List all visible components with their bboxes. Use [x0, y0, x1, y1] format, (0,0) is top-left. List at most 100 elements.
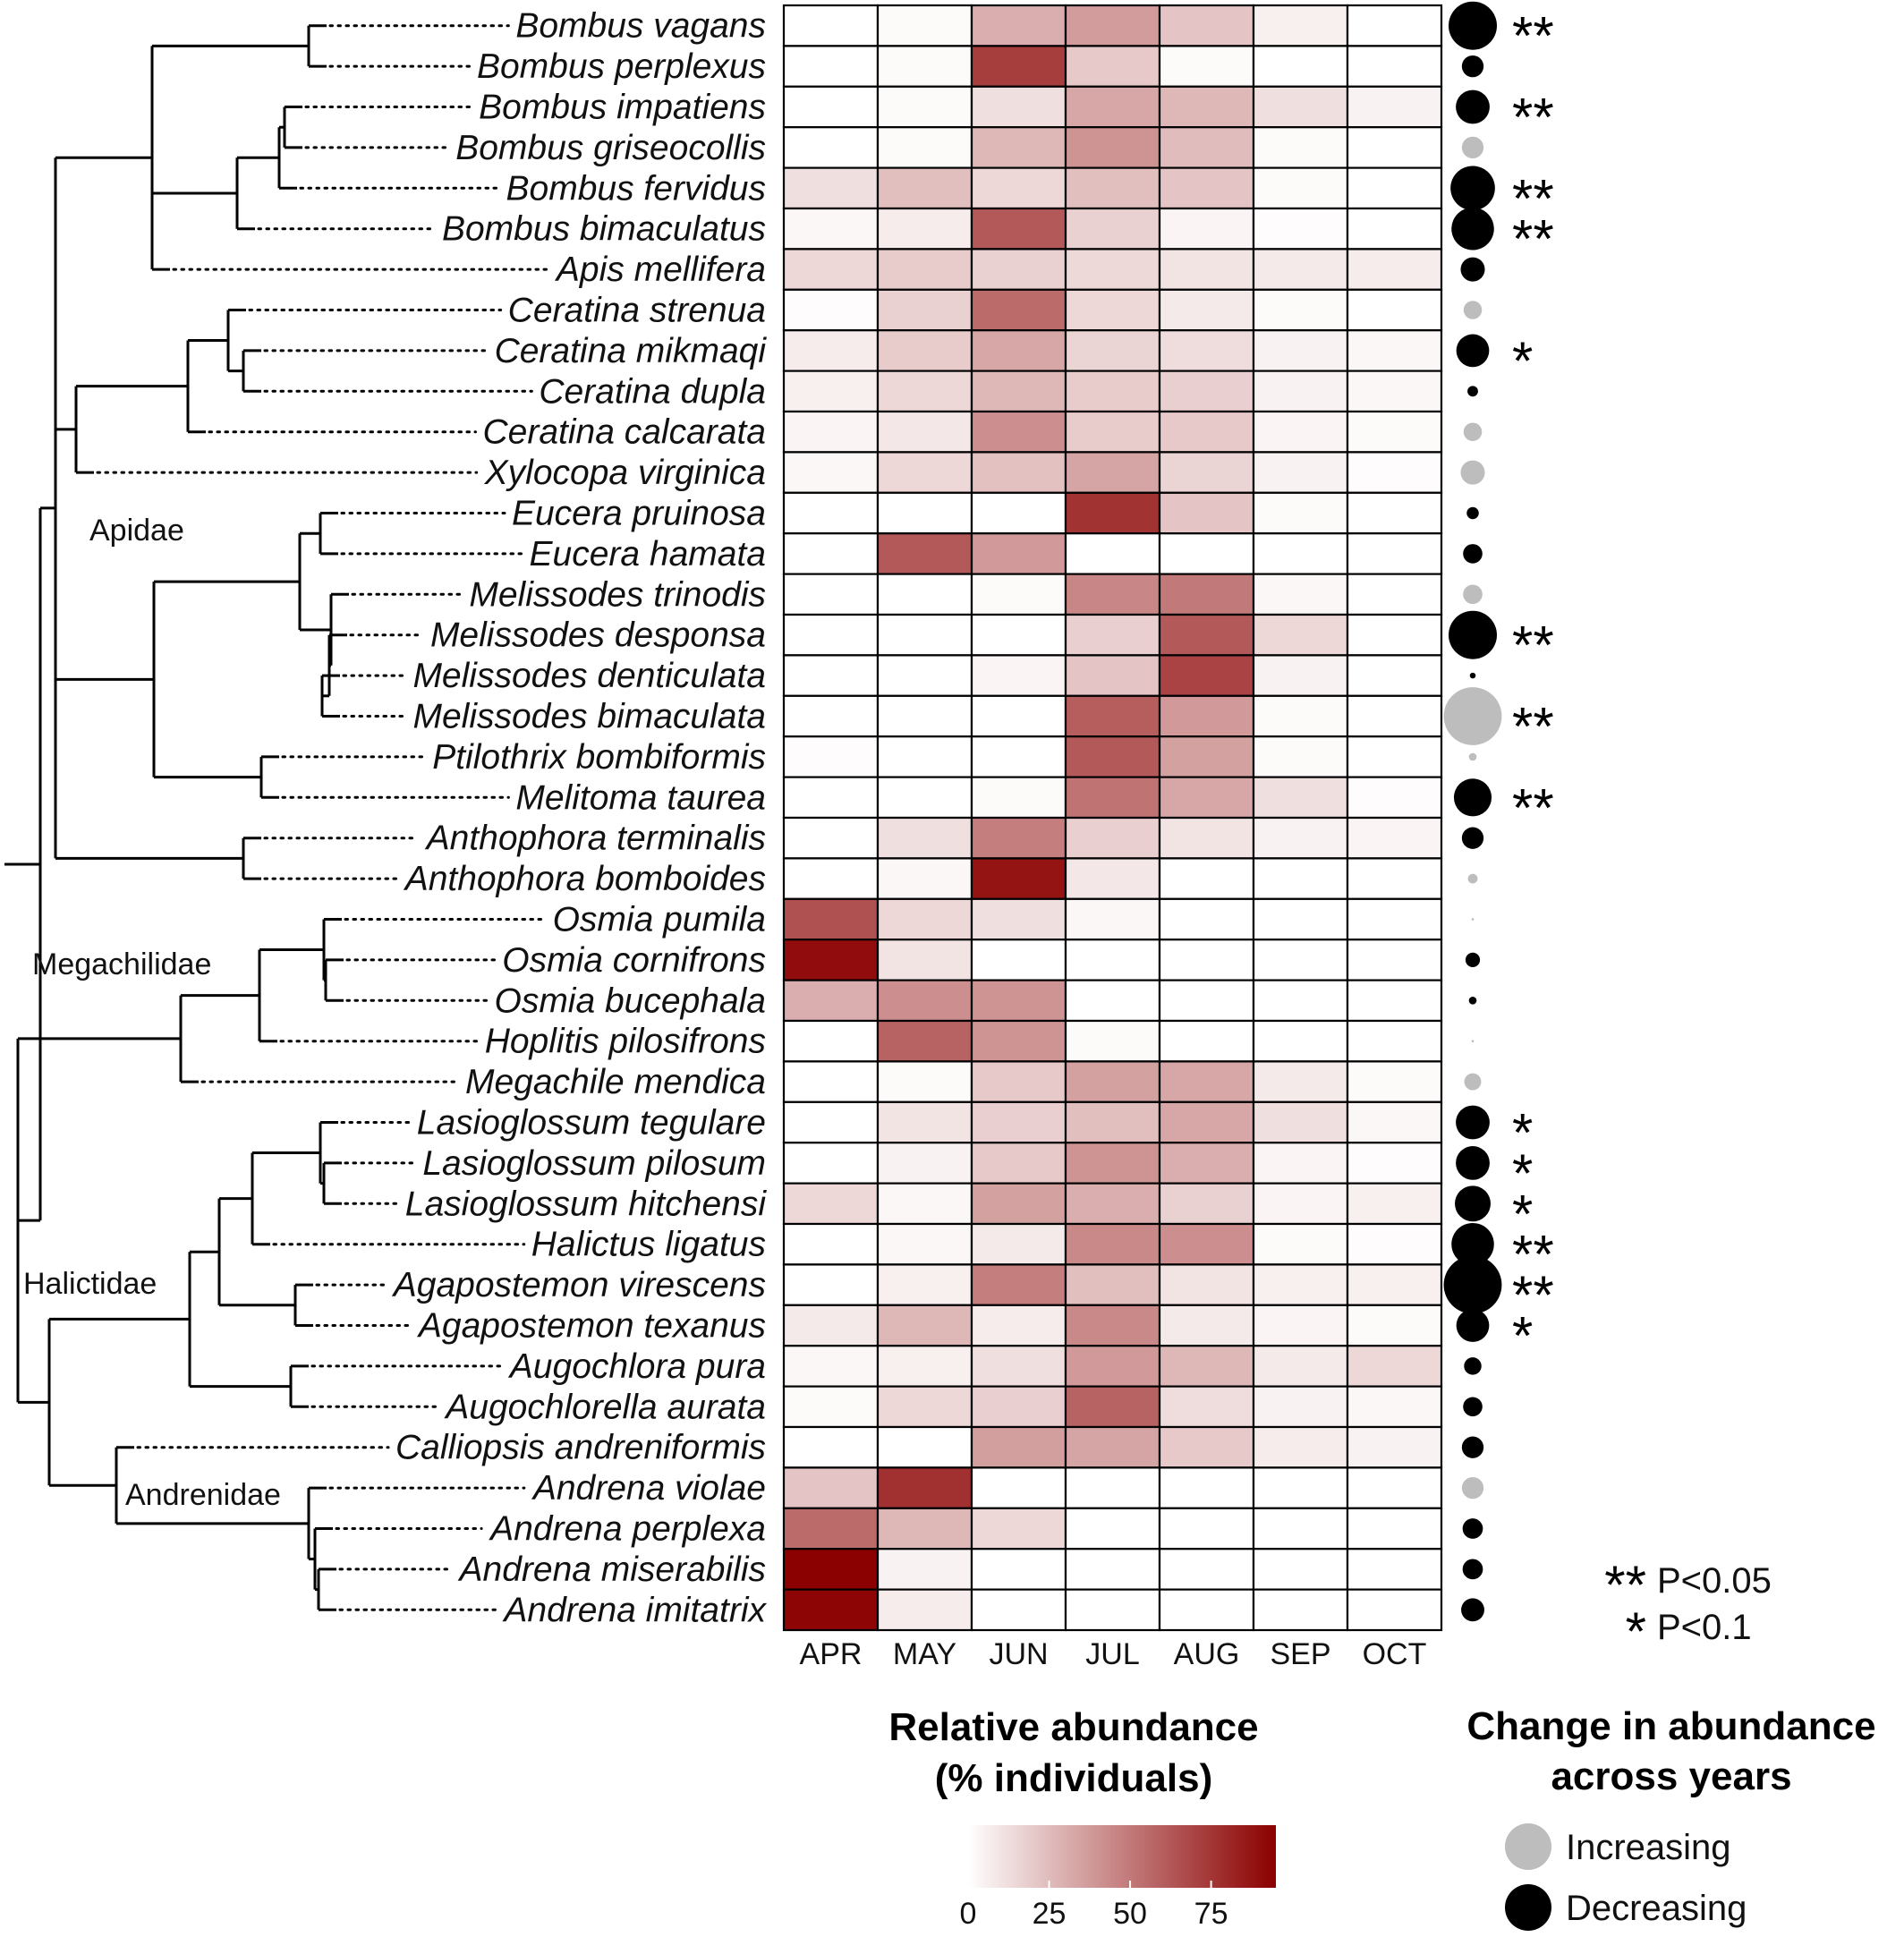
heat-cell	[876, 1304, 973, 1347]
heat-cell	[876, 85, 973, 129]
significance-mark: **	[1512, 1265, 1554, 1325]
heat-cell	[1064, 1304, 1161, 1347]
heat-cell	[1064, 857, 1161, 900]
heat-cell	[1158, 654, 1255, 697]
heat-cell	[1346, 776, 1443, 820]
heat-cell	[970, 370, 1067, 413]
heat-cell	[1346, 207, 1443, 251]
heat-cell	[970, 816, 1067, 860]
heat-cell	[876, 735, 973, 778]
species-label: Agapostemon virescens	[392, 1266, 766, 1304]
species-label: Xylocopa virginica	[484, 454, 766, 492]
species-label: Eucera pruinosa	[512, 495, 766, 533]
heat-cell	[782, 1019, 880, 1063]
heat-cell	[1252, 166, 1349, 210]
heat-cell	[782, 329, 880, 372]
heat-cell	[970, 776, 1067, 820]
heat-cell	[782, 1507, 880, 1550]
heat-cell	[970, 288, 1067, 332]
change-dot	[1464, 1073, 1482, 1091]
heat-cell	[1158, 45, 1255, 88]
heat-cell	[1252, 979, 1349, 1023]
heat-cell	[782, 45, 880, 88]
heat-cell	[782, 207, 880, 251]
heat-cell	[970, 1466, 1067, 1509]
heat-cell	[1346, 166, 1443, 210]
heat-cell	[1252, 1142, 1349, 1185]
heat-cell	[1252, 1425, 1349, 1469]
heat-cell	[1252, 1345, 1349, 1388]
change-dots: ***********************	[1443, 1, 1554, 1622]
heat-cell	[1064, 491, 1161, 535]
sig-single-symbol: *	[1626, 1601, 1646, 1661]
heat-cell	[1158, 816, 1255, 860]
significance-mark: *	[1512, 1103, 1533, 1163]
heat-cell	[876, 1263, 973, 1306]
heat-cell	[876, 613, 973, 657]
change-dot	[1450, 166, 1495, 211]
heat-cell	[876, 207, 973, 251]
change-dot	[1469, 672, 1476, 679]
species-label: Agapostemon texanus	[417, 1307, 766, 1346]
heat-cell	[1346, 1425, 1443, 1469]
change-dot	[1443, 687, 1502, 745]
heat-cell	[1158, 1182, 1255, 1226]
family-labels: Apidae Megachilidae Halictidae Andrenida…	[23, 514, 281, 1512]
heat-cell	[876, 45, 973, 88]
heat-cell	[782, 1345, 880, 1388]
heat-cell	[876, 857, 973, 900]
species-label: Bombus perplexus	[477, 47, 766, 86]
heat-cell	[876, 166, 973, 210]
heat-cell	[1252, 939, 1349, 981]
heat-cell	[1252, 897, 1349, 941]
heat-cell	[1346, 1182, 1443, 1226]
species-label: Andrena miserabilis	[458, 1550, 767, 1589]
heat-cell	[782, 532, 880, 575]
species-label: Bombus vagans	[515, 7, 766, 46]
heat-cell	[1158, 1263, 1255, 1306]
heat-cell	[876, 1385, 973, 1429]
heat-cell	[1252, 1222, 1349, 1266]
species-label: Lasioglossum pilosum	[422, 1144, 766, 1183]
heat-cell	[970, 1507, 1067, 1550]
species-label: Apis mellifera	[555, 251, 766, 289]
heat-cell	[1158, 613, 1255, 657]
heat-cell	[1064, 532, 1161, 575]
species-label: Calliopsis andreniformis	[395, 1429, 766, 1467]
significance-mark: **	[1512, 88, 1554, 148]
heat-cell	[1158, 1142, 1255, 1185]
heat-cell	[1346, 532, 1443, 575]
heat-cell	[1346, 1142, 1443, 1185]
heat-cell	[876, 451, 973, 494]
heat-cell	[1346, 1385, 1443, 1429]
heat-cell	[970, 1019, 1067, 1063]
heat-cell	[1346, 1466, 1443, 1509]
significance-mark: **	[1512, 616, 1554, 675]
month-label: MAY	[893, 1637, 956, 1671]
change-dot	[1462, 1518, 1483, 1539]
change-dot	[1467, 386, 1478, 397]
heat-cell	[1158, 126, 1255, 169]
heat-cell	[1064, 1182, 1161, 1226]
colorbar-title: Relative abundance	[888, 1705, 1258, 1749]
heat-cell	[782, 1548, 880, 1591]
heat-cell	[876, 1425, 973, 1469]
species-label: Andrena violae	[531, 1469, 766, 1508]
heat-cell	[1158, 1425, 1255, 1469]
heat-cell	[1064, 694, 1161, 738]
decreasing-label: Decreasing	[1566, 1889, 1747, 1928]
heat-cell	[1064, 1263, 1161, 1306]
species-label: Melitoma taurea	[515, 778, 766, 817]
colorbar-tick-label: 0	[960, 1897, 977, 1931]
change-dot	[1443, 1255, 1502, 1314]
month-label: OCT	[1363, 1637, 1427, 1671]
heat-cell	[1346, 491, 1443, 535]
species-label: Megachile mendica	[465, 1063, 766, 1101]
heat-cell	[876, 329, 973, 372]
heat-cell	[1158, 1345, 1255, 1388]
heat-cell	[1346, 451, 1443, 494]
month-label: APR	[800, 1637, 863, 1671]
heat-cell	[1252, 85, 1349, 129]
species-label: Bombus impatiens	[479, 89, 766, 127]
heat-cell	[782, 370, 880, 413]
